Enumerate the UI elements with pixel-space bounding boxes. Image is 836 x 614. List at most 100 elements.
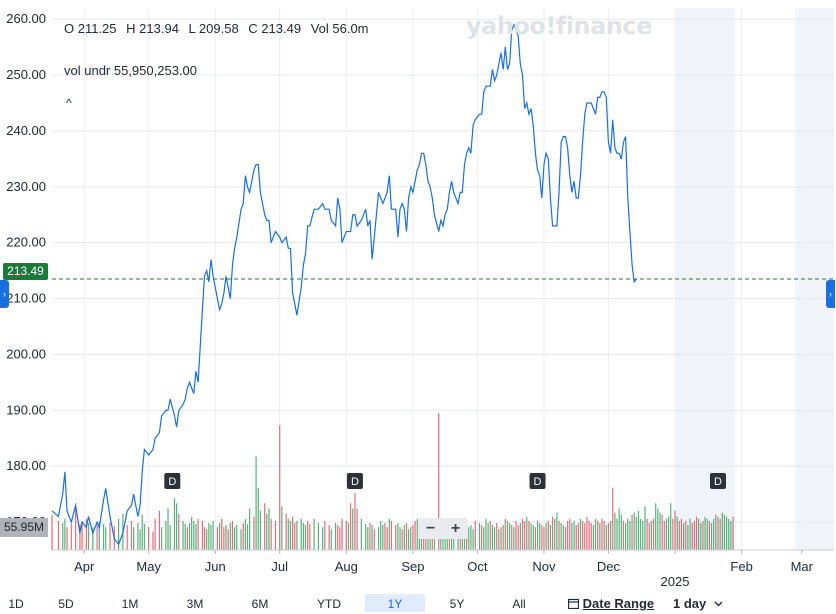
zoom-in-button[interactable]: + bbox=[450, 520, 461, 537]
volume-bar bbox=[79, 524, 81, 550]
ohlc-readout: O 211.25 H 213.94 L 209.58 C 213.49 Vol … bbox=[64, 21, 375, 36]
range-1d-button[interactable]: 1D bbox=[8, 597, 24, 611]
volume-bar bbox=[206, 529, 208, 550]
volume-bar bbox=[597, 520, 599, 550]
volume-bar bbox=[521, 518, 524, 550]
volume-bar bbox=[642, 520, 644, 550]
volume-bar bbox=[627, 518, 629, 550]
volume-bar bbox=[87, 523, 90, 550]
volume-bar bbox=[225, 525, 227, 550]
volume-bar bbox=[536, 520, 539, 550]
volume-bar bbox=[637, 510, 640, 550]
volume-bar bbox=[500, 527, 502, 550]
volume-bar bbox=[165, 520, 167, 550]
x-tick-label: Jul bbox=[271, 559, 288, 574]
volume-bar bbox=[227, 529, 229, 550]
volume-bar bbox=[603, 520, 605, 550]
volume-bar bbox=[105, 527, 107, 550]
volume-bar bbox=[519, 523, 521, 550]
volume-bar bbox=[560, 523, 562, 550]
volume-bar bbox=[70, 524, 72, 550]
range-ytd-button[interactable]: YTD bbox=[317, 597, 341, 611]
volume-bar bbox=[704, 516, 706, 550]
volume-bar bbox=[605, 525, 607, 550]
range-6m-button[interactable]: 6M bbox=[251, 597, 269, 611]
zoom-controls: − + bbox=[418, 518, 468, 539]
range-all-button[interactable]: All bbox=[512, 597, 526, 611]
volume-bar bbox=[633, 512, 635, 550]
volume-bar bbox=[487, 523, 489, 550]
volume-bar bbox=[356, 508, 358, 550]
date-range-button[interactable]: Date Range bbox=[567, 594, 654, 614]
collapse-chevron-icon[interactable]: ^ bbox=[66, 96, 72, 110]
x-tick-label: Oct bbox=[467, 559, 488, 574]
volume-bar bbox=[324, 520, 326, 550]
dividend-marker bbox=[346, 473, 363, 489]
volume-bar bbox=[567, 520, 569, 550]
y-tick-label: 220.00 bbox=[6, 235, 46, 250]
volume-bar bbox=[57, 520, 60, 550]
volume-bar bbox=[234, 527, 236, 550]
volume-bar bbox=[625, 523, 627, 550]
volume-bar bbox=[173, 498, 176, 550]
volume-bar bbox=[695, 516, 698, 550]
volume-bar bbox=[652, 518, 655, 550]
interval-dropdown[interactable]: 1 day bbox=[673, 594, 723, 614]
volume-bar bbox=[384, 523, 386, 550]
close-value: C 213.49 bbox=[248, 21, 302, 36]
volume-bar bbox=[706, 518, 708, 550]
volume-bar bbox=[371, 525, 373, 550]
volume-bar bbox=[599, 523, 601, 550]
volume-bar bbox=[397, 523, 399, 550]
volume-bar bbox=[569, 518, 571, 550]
volume-bar bbox=[539, 523, 541, 550]
volume-bar bbox=[713, 518, 715, 550]
volume-bar bbox=[530, 523, 532, 550]
volume-bar bbox=[133, 527, 135, 550]
volume-bar bbox=[732, 516, 734, 550]
volume-bar bbox=[506, 520, 509, 550]
volume-bar bbox=[152, 531, 154, 550]
range-3m-button[interactable]: 3M bbox=[186, 597, 204, 611]
volume-bar bbox=[403, 525, 405, 550]
y-tick-label: 180.00 bbox=[6, 458, 46, 473]
volume-bar bbox=[395, 525, 397, 550]
volume-bar bbox=[367, 527, 369, 550]
volume-bar bbox=[614, 512, 616, 550]
volume-bar bbox=[483, 527, 485, 550]
scroll-right-handle[interactable]: › bbox=[826, 280, 835, 308]
low-value: L 209.58 bbox=[188, 21, 239, 36]
range-5d-button[interactable]: 5D bbox=[58, 597, 74, 611]
volume-bar bbox=[607, 523, 610, 550]
scroll-left-handle[interactable]: › bbox=[0, 280, 9, 308]
price-line bbox=[51, 23, 637, 546]
y-tick-label: 190.00 bbox=[6, 402, 46, 417]
volume-bar bbox=[579, 518, 582, 550]
volume-bar bbox=[657, 508, 659, 550]
volume-bar bbox=[723, 514, 726, 550]
volume-bar bbox=[665, 518, 668, 550]
zoom-out-button[interactable]: − bbox=[425, 520, 436, 537]
volume-bar bbox=[438, 412, 440, 550]
volume-bar bbox=[294, 523, 296, 550]
range-1m-button[interactable]: 1M bbox=[121, 597, 139, 611]
range-5y-button[interactable]: 5Y bbox=[449, 597, 465, 611]
volume-bar bbox=[169, 525, 171, 550]
volume-bar bbox=[92, 527, 94, 550]
x-tick-label: Dec bbox=[597, 559, 621, 574]
volume-bar bbox=[264, 503, 266, 550]
volume-bar bbox=[646, 518, 648, 550]
range-1y-button[interactable]: 1Y bbox=[365, 594, 425, 612]
volume-bar bbox=[154, 518, 156, 550]
volume-bar bbox=[554, 518, 556, 550]
volume-bar bbox=[85, 518, 87, 550]
volume-bar bbox=[586, 516, 588, 550]
volume-bar bbox=[416, 518, 418, 550]
y-tick-label: 260.00 bbox=[6, 11, 46, 26]
volume-bar bbox=[655, 503, 657, 550]
volume-bar bbox=[489, 520, 491, 550]
volume-bar bbox=[240, 529, 242, 550]
volume-bar bbox=[354, 492, 356, 550]
volume-bar bbox=[352, 508, 354, 550]
